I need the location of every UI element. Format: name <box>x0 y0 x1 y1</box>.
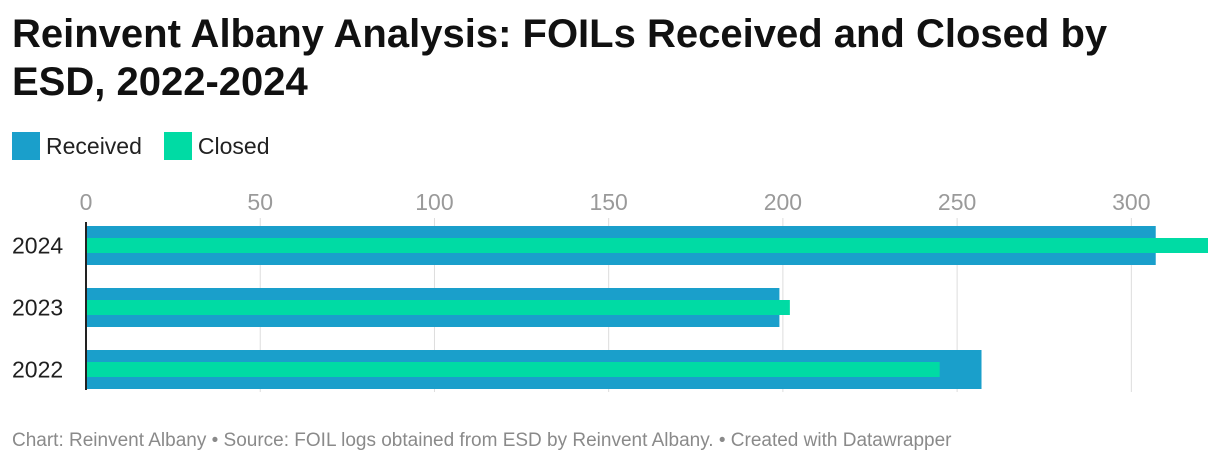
x-tick-label-250: 250 <box>938 189 976 215</box>
legend-item-received: Received <box>12 132 142 160</box>
bar-closed-2023 <box>86 300 790 315</box>
bar-chart: 0 50 100 150 200 250 300 2024 2023 2022 <box>12 189 1208 392</box>
chart-title: Reinvent Albany Analysis: FOILs Received… <box>12 12 1108 104</box>
x-tick-label-200: 200 <box>764 189 802 215</box>
bar-closed-2022 <box>86 362 940 377</box>
x-tick-label-0: 0 <box>80 189 93 215</box>
category-label-2023: 2023 <box>12 295 63 321</box>
legend-label-received: Received <box>46 132 142 159</box>
category-label-2024: 2024 <box>12 233 63 259</box>
bar-closed-2024 <box>86 238 1208 253</box>
legend-swatch-closed <box>163 132 192 160</box>
legend-label-closed: Closed <box>197 132 270 159</box>
x-tick-label-150: 150 <box>589 189 627 215</box>
legend-item-closed: Closed <box>163 132 270 160</box>
x-tick-label-100: 100 <box>415 189 453 215</box>
category-label-2022: 2022 <box>12 357 63 383</box>
chart-legend: Received Closed <box>12 132 292 160</box>
chart-footer: Chart: Reinvent Albany • Source: FOIL lo… <box>12 430 952 451</box>
x-tick-label-50: 50 <box>247 189 273 215</box>
legend-swatch-received <box>12 132 40 160</box>
x-tick-label-300: 300 <box>1112 189 1150 215</box>
